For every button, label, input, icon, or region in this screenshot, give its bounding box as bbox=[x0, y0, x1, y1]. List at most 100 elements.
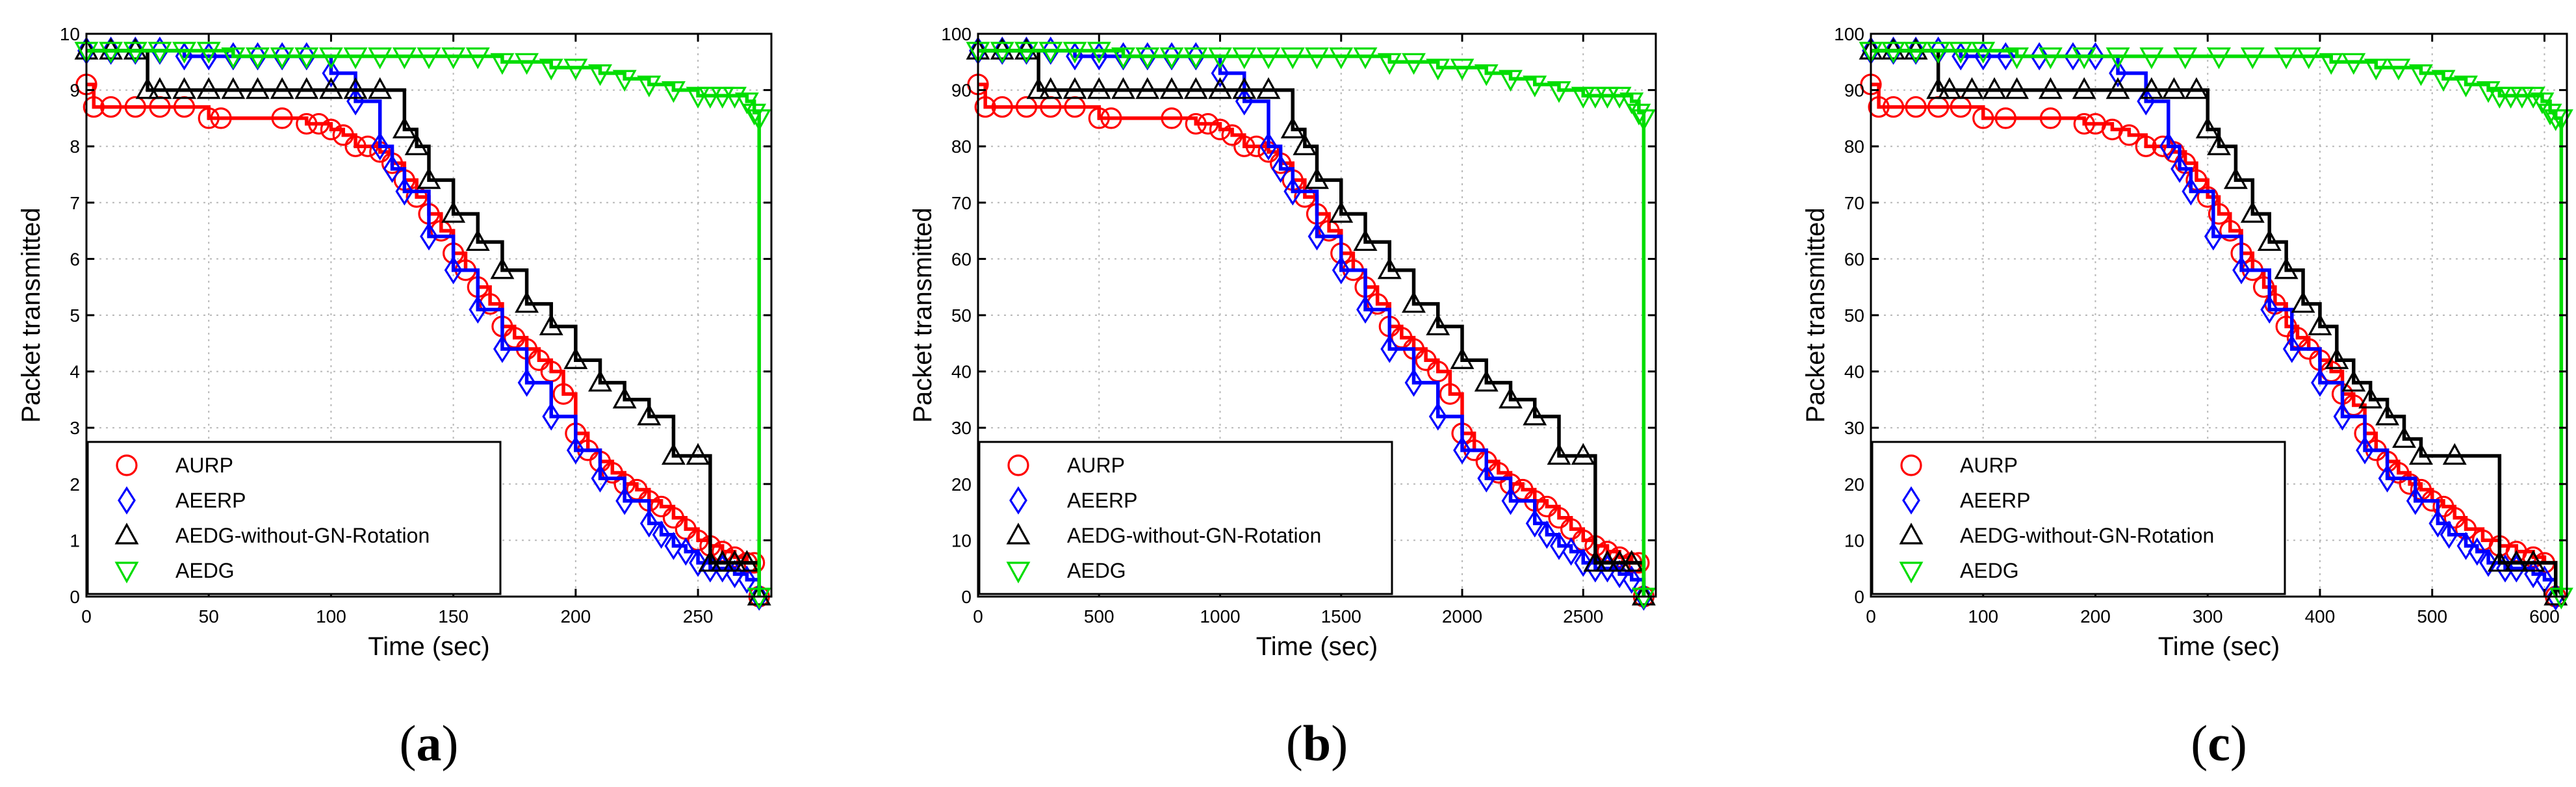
data-point bbox=[1415, 349, 1437, 371]
y-tick-label: 80 bbox=[1844, 136, 1864, 157]
legend-marker bbox=[1006, 561, 1031, 584]
data-point bbox=[1499, 387, 1523, 409]
data-point bbox=[221, 77, 246, 99]
x-axis-label: Time (sec) bbox=[1256, 632, 1378, 661]
data-point bbox=[417, 167, 441, 189]
legend-item: AURP bbox=[1900, 454, 2018, 477]
legend-marker bbox=[1899, 523, 1924, 545]
data-point bbox=[710, 550, 735, 572]
data-point bbox=[2487, 550, 2512, 572]
data-point bbox=[322, 58, 341, 88]
data-point bbox=[2356, 436, 2374, 465]
data-point bbox=[2064, 42, 2082, 71]
y-tick-label: 10 bbox=[60, 24, 80, 44]
legend-marker bbox=[114, 561, 139, 584]
y-tick-label: 0 bbox=[70, 587, 80, 607]
data-point bbox=[392, 47, 417, 70]
y-tick-label: 30 bbox=[1844, 418, 1864, 438]
data-point bbox=[2173, 47, 2198, 70]
legend-marker bbox=[1007, 454, 1029, 476]
data-point bbox=[490, 257, 515, 279]
x-axis-label: Time (sec) bbox=[368, 632, 489, 661]
y-tick-label: 6 bbox=[70, 249, 80, 269]
data-point bbox=[1622, 565, 1641, 594]
data-point bbox=[1135, 47, 1160, 70]
data-point bbox=[991, 96, 1013, 118]
data-point bbox=[368, 47, 393, 70]
data-point bbox=[1960, 77, 1984, 99]
data-point bbox=[246, 47, 270, 70]
data-point bbox=[465, 229, 490, 252]
data-point bbox=[612, 387, 637, 409]
data-point bbox=[1453, 436, 1471, 465]
data-point bbox=[2341, 370, 2366, 392]
data-point bbox=[2135, 135, 2157, 157]
y-tick-label: 90 bbox=[951, 81, 972, 101]
data-point bbox=[1547, 81, 1571, 103]
legend-item: AEDG-without-GN-Rotation bbox=[114, 523, 430, 547]
data-point bbox=[395, 177, 414, 206]
data-point bbox=[332, 124, 354, 146]
data-point bbox=[1607, 550, 1632, 572]
data-point bbox=[1619, 550, 1644, 572]
data-point bbox=[308, 112, 330, 135]
data-point bbox=[2549, 587, 2573, 610]
data-point bbox=[974, 96, 996, 118]
data-point bbox=[1280, 47, 1305, 70]
data-point bbox=[1404, 368, 1423, 397]
legend-label: AEERP bbox=[1067, 489, 1137, 512]
panel-label-paren: ) bbox=[442, 715, 459, 771]
legend-marker bbox=[1899, 561, 1924, 584]
data-point bbox=[148, 77, 172, 99]
data-point bbox=[392, 116, 417, 138]
data-point bbox=[1428, 402, 1447, 431]
data-point bbox=[2223, 167, 2248, 189]
data-point bbox=[1562, 537, 1580, 566]
data-point bbox=[1161, 107, 1183, 129]
y-tick-label: 70 bbox=[1844, 193, 1864, 213]
data-point bbox=[2456, 532, 2475, 560]
data-point bbox=[1063, 77, 1087, 99]
panel-label: (b) bbox=[1286, 715, 1348, 771]
y-tick-label: 40 bbox=[951, 362, 972, 382]
data-point bbox=[2325, 347, 2349, 369]
y-tick-label: 0 bbox=[961, 587, 972, 607]
legend-label: AURP bbox=[1960, 454, 2018, 477]
data-point bbox=[515, 53, 539, 75]
data-point bbox=[1015, 96, 1038, 118]
data-point bbox=[1426, 58, 1450, 81]
data-point bbox=[420, 222, 438, 251]
data-point bbox=[2431, 70, 2456, 92]
data-point bbox=[1221, 124, 1243, 146]
data-point bbox=[1208, 47, 1232, 70]
panel-label: (a) bbox=[400, 715, 459, 771]
data-point bbox=[368, 77, 393, 99]
data-point bbox=[1332, 256, 1350, 285]
legend-label: AURP bbox=[1067, 454, 1125, 477]
data-point bbox=[2386, 58, 2411, 81]
data-point bbox=[698, 550, 723, 572]
data-point bbox=[370, 132, 389, 161]
data-point bbox=[734, 550, 759, 572]
x-tick-label: 1000 bbox=[1200, 606, 1240, 626]
data-point bbox=[124, 96, 146, 118]
data-point bbox=[2038, 47, 2063, 70]
x-tick-label: 0 bbox=[81, 606, 92, 626]
data-point bbox=[2476, 81, 2501, 103]
series-aedg bbox=[1859, 42, 2573, 610]
data-point bbox=[1868, 96, 1890, 118]
data-point bbox=[747, 587, 771, 610]
data-point bbox=[1571, 443, 1595, 465]
data-point bbox=[1232, 47, 1257, 70]
data-point bbox=[1159, 77, 1184, 99]
data-point bbox=[2443, 507, 2466, 529]
data-point bbox=[1233, 135, 1256, 157]
data-point bbox=[2109, 58, 2127, 88]
data-point bbox=[2432, 495, 2454, 518]
y-tick-label: 60 bbox=[1844, 249, 1864, 269]
panel-label-letter: a bbox=[417, 715, 442, 771]
panel-label-paren: ( bbox=[1286, 715, 1303, 771]
data-point bbox=[210, 107, 232, 129]
x-tick-label: 600 bbox=[2529, 606, 2560, 626]
